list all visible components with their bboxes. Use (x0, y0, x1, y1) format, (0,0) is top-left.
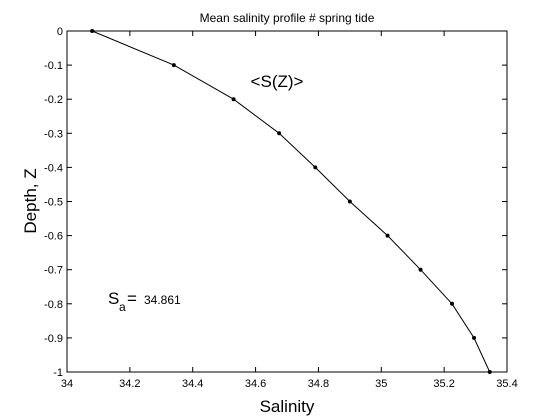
data-point (418, 267, 423, 272)
y-tick-label: -0.5 (44, 197, 63, 209)
x-tick-label: 34.6 (245, 378, 266, 390)
data-point (385, 233, 390, 238)
sa-symbol: S (108, 289, 119, 308)
sa-annotation: S a = 34.861 (108, 289, 181, 314)
y-tick-label: -0.9 (44, 333, 63, 345)
data-point (472, 335, 476, 340)
ticks-layer: 34 34.2 34.4 34.6 34.8 35 35.2 35.4 0 -0.1 -0.2 -0.… (44, 26, 518, 390)
sa-value: 34.861 (144, 293, 181, 307)
y-tick-label: -0.4 (44, 162, 63, 174)
data-point (171, 63, 176, 68)
data-point (450, 301, 454, 306)
data-point (277, 131, 282, 136)
chart-title: Mean salinity profile # spring tide (200, 11, 375, 25)
data-point (347, 199, 352, 204)
plot-area (66, 30, 508, 373)
data-point (313, 165, 318, 170)
x-tick-label: 34.2 (119, 378, 140, 390)
y-tick-label: -0.3 (44, 128, 63, 140)
y-tick-label: -1 (53, 367, 63, 379)
y-tick-label: -0.2 (44, 94, 63, 106)
data-point (90, 29, 95, 33)
x-tick-label: 35.4 (496, 378, 517, 390)
y-axis-label: Depth, Z (21, 168, 40, 233)
y-tick-label: -0.8 (44, 299, 63, 311)
sa-equals: = (127, 289, 137, 308)
x-tick-label: 34.8 (308, 378, 329, 390)
sa-subscript: a (119, 300, 126, 314)
x-tick-label: 35 (375, 378, 387, 390)
y-tick-label: -0.7 (44, 265, 63, 277)
series-layer (90, 29, 492, 374)
y-tick-label: -0.6 (44, 231, 63, 243)
x-tick-label: 35.2 (433, 378, 454, 390)
x-tick-label: 34 (61, 378, 73, 390)
y-tick-label: 0 (57, 26, 63, 38)
x-axis-label: Salinity (260, 397, 315, 416)
data-point (487, 370, 492, 374)
y-tick-label: -0.1 (44, 60, 63, 72)
x-tick-label: 34.4 (182, 378, 203, 390)
curve-annotation: <S(Z)> (251, 72, 304, 91)
data-point (231, 97, 236, 102)
